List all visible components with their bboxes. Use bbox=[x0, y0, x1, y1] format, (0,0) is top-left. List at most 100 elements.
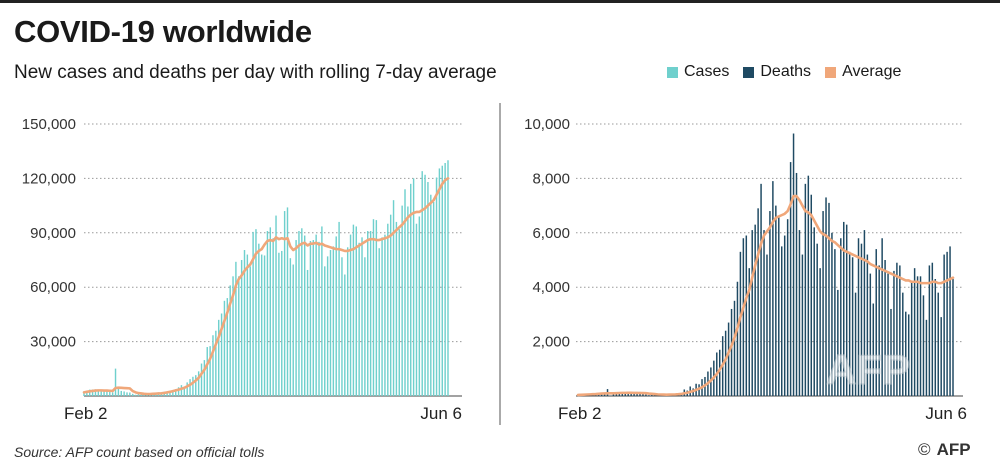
data-bar bbox=[364, 257, 366, 396]
data-bar bbox=[813, 227, 815, 396]
data-bar bbox=[315, 234, 317, 396]
y-tick-label: 10,000 bbox=[524, 116, 570, 133]
legend-swatch-average bbox=[825, 66, 837, 78]
data-bar bbox=[828, 202, 830, 396]
data-bar bbox=[197, 371, 200, 396]
data-bar bbox=[875, 249, 877, 396]
data-bar bbox=[627, 392, 629, 396]
data-bar bbox=[266, 230, 269, 396]
data-bar bbox=[260, 254, 263, 396]
data-bar bbox=[905, 311, 907, 396]
data-bar bbox=[172, 390, 174, 396]
data-bar bbox=[329, 250, 332, 396]
data-bar bbox=[349, 234, 352, 396]
data-bar bbox=[783, 235, 786, 396]
data-bar bbox=[872, 303, 875, 396]
data-bar bbox=[226, 298, 229, 396]
data-bar bbox=[801, 254, 804, 396]
source-note: Source: AFP count based on official toll… bbox=[14, 444, 265, 460]
legend-item-deaths: Deaths bbox=[743, 63, 811, 81]
data-bar bbox=[907, 314, 910, 396]
data-bar bbox=[816, 243, 818, 396]
x-label-start: Feb 2 bbox=[558, 404, 601, 423]
data-bar bbox=[745, 235, 748, 396]
data-bar bbox=[381, 237, 383, 396]
data-bar bbox=[278, 252, 280, 396]
legend-label-average: Average bbox=[842, 63, 902, 80]
data-bar bbox=[111, 392, 114, 396]
data-bar bbox=[910, 281, 913, 396]
data-bar bbox=[727, 322, 730, 396]
data-bar bbox=[246, 254, 249, 396]
data-bar bbox=[180, 385, 183, 396]
data-bar bbox=[630, 392, 632, 396]
data-bar bbox=[851, 257, 854, 396]
data-bar bbox=[137, 394, 140, 396]
data-bar bbox=[724, 330, 727, 396]
data-bar bbox=[937, 292, 939, 396]
data-bar bbox=[925, 319, 928, 396]
data-bar bbox=[857, 238, 860, 396]
data-bar bbox=[275, 215, 277, 396]
data-bar bbox=[306, 269, 309, 396]
page-title: COVID-19 worldwide bbox=[14, 14, 312, 49]
data-bar bbox=[834, 249, 836, 396]
data-bar bbox=[636, 393, 638, 396]
data-bar bbox=[238, 276, 240, 396]
data-bar bbox=[183, 386, 186, 396]
data-bar bbox=[395, 221, 398, 396]
data-bar bbox=[332, 246, 335, 396]
data-bar bbox=[845, 224, 848, 396]
data-bar bbox=[837, 289, 839, 396]
data-bar bbox=[344, 274, 346, 396]
data-bar bbox=[863, 230, 866, 396]
data-bar bbox=[352, 224, 355, 396]
data-bar bbox=[778, 216, 780, 396]
data-bar bbox=[203, 360, 206, 396]
data-bar bbox=[698, 384, 700, 396]
data-bar bbox=[642, 394, 644, 396]
data-bar bbox=[786, 219, 789, 396]
data-bar bbox=[902, 292, 904, 396]
data-bar bbox=[825, 197, 827, 396]
data-bar bbox=[913, 268, 916, 396]
data-bar bbox=[398, 229, 400, 396]
data-bar bbox=[878, 265, 880, 396]
data-bar bbox=[438, 168, 441, 396]
y-tick-label: 120,000 bbox=[22, 170, 76, 187]
data-bar bbox=[312, 240, 314, 396]
afp-credit: © AFP bbox=[918, 440, 971, 460]
data-bar bbox=[175, 389, 177, 396]
data-bar bbox=[810, 194, 813, 396]
data-bar bbox=[140, 394, 143, 396]
data-bar bbox=[235, 261, 237, 396]
afp-logo-text: AFP bbox=[936, 440, 971, 459]
data-bar bbox=[427, 182, 429, 396]
data-bar bbox=[195, 375, 197, 396]
data-bar bbox=[106, 391, 108, 396]
data-bar bbox=[387, 223, 389, 396]
data-bar bbox=[890, 308, 892, 396]
data-bar bbox=[860, 243, 863, 396]
data-bar bbox=[392, 200, 395, 396]
data-bar bbox=[252, 231, 254, 396]
data-bar bbox=[432, 201, 435, 396]
average-line bbox=[576, 194, 955, 397]
data-bar bbox=[922, 295, 925, 396]
data-bar bbox=[384, 234, 386, 396]
data-bar bbox=[401, 205, 403, 396]
data-bar bbox=[854, 292, 857, 396]
data-bar bbox=[298, 230, 300, 396]
data-bar bbox=[215, 330, 217, 396]
data-bar bbox=[789, 162, 792, 396]
data-bar bbox=[240, 260, 243, 396]
data-bar bbox=[200, 363, 203, 396]
y-tick-label: 4,000 bbox=[532, 279, 570, 296]
data-bar bbox=[389, 214, 392, 396]
data-bar bbox=[435, 177, 438, 396]
data-bar bbox=[177, 387, 180, 396]
top-rule bbox=[0, 0, 1000, 3]
y-tick-label: 60,000 bbox=[30, 279, 76, 296]
deaths-panel: 2,000 4,000 6,000 8,000 10,000 Feb 2 Jun 6 bbox=[524, 116, 967, 423]
